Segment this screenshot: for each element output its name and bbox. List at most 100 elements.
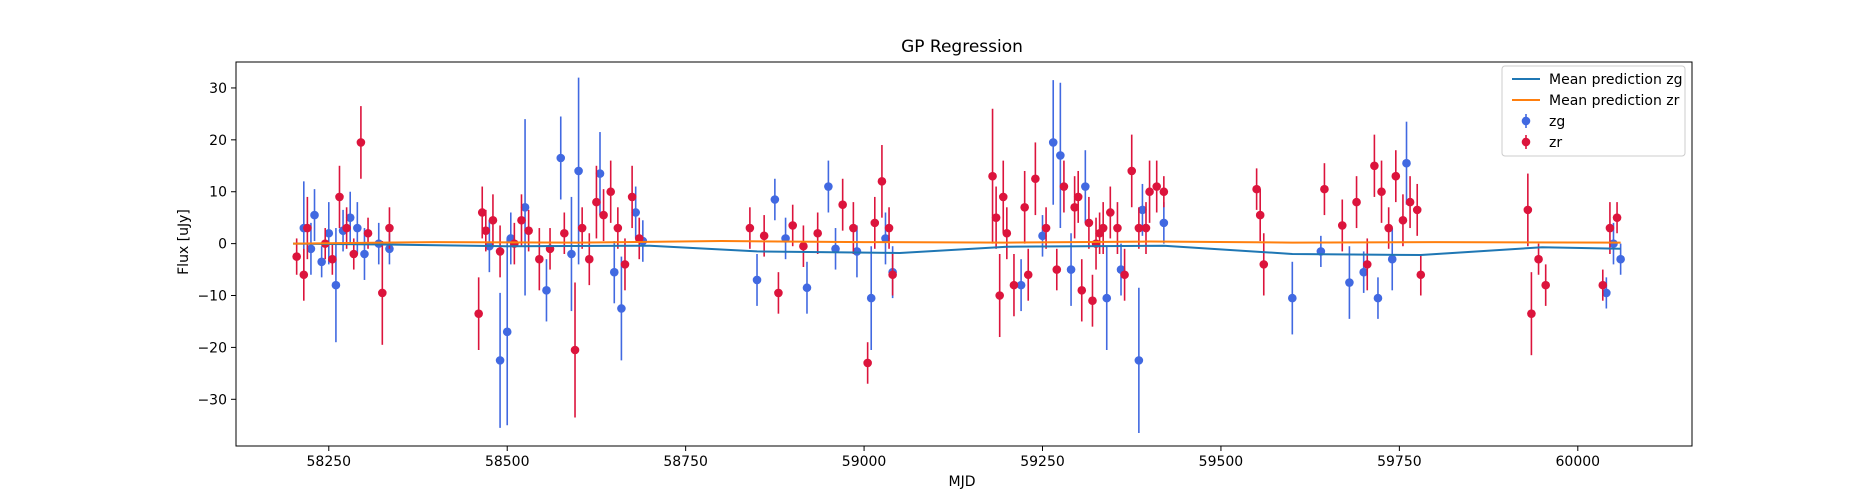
point-zr (613, 223, 623, 233)
point-zr (356, 138, 366, 147)
point-zg (1402, 158, 1411, 168)
series-zr (292, 106, 1622, 418)
point-zg (306, 244, 316, 254)
x-tick-label: 59250 (1020, 454, 1065, 470)
point-zr (535, 254, 544, 264)
point-zg (770, 195, 780, 204)
point-zg (752, 275, 762, 285)
point-zg (802, 283, 812, 293)
x-tick-label: 58750 (663, 454, 708, 470)
y-tick-label: 20 (209, 133, 227, 149)
point-zr (1052, 265, 1062, 274)
point-zg (317, 257, 326, 267)
point-zr (570, 345, 580, 355)
point-zr (1098, 223, 1108, 233)
point-zr (1077, 286, 1087, 295)
point-zg (1345, 278, 1354, 287)
point-zr (1002, 228, 1012, 238)
point-zr (813, 228, 822, 238)
point-zr (592, 197, 601, 207)
point-zr (877, 177, 887, 186)
point-zg (353, 223, 362, 233)
point-zr (599, 210, 608, 220)
point-zr (517, 215, 526, 225)
x-tick-label: 58250 (307, 454, 352, 470)
point-zg (542, 286, 551, 295)
point-zr (759, 231, 769, 241)
point-zr (1541, 280, 1550, 290)
point-zg (1066, 265, 1076, 274)
point-zr (1377, 187, 1386, 197)
point-zr (1020, 202, 1029, 212)
point-zr (1391, 171, 1401, 181)
point-zr (1159, 187, 1169, 197)
line-mean-prediction-zr (293, 240, 1621, 245)
y-tick-label: 30 (209, 81, 227, 97)
point-zg (1387, 254, 1397, 264)
x-tick-label: 59750 (1377, 454, 1422, 470)
point-zg (1056, 151, 1065, 160)
point-zr (292, 252, 301, 261)
y-tick-label: −10 (197, 289, 227, 305)
point-zr (1031, 174, 1040, 184)
point-zg (574, 166, 583, 176)
point-zr (1009, 280, 1019, 290)
point-zr (606, 187, 616, 197)
point-zr (328, 254, 337, 264)
point-zr (1527, 309, 1536, 318)
point-zr (1134, 223, 1144, 233)
point-zr (1141, 223, 1151, 233)
point-zr (335, 192, 344, 202)
point-zr (1088, 296, 1097, 306)
point-zr (1605, 223, 1615, 233)
point-zr (1598, 280, 1608, 290)
point-zr (1384, 223, 1393, 233)
point-zg (502, 327, 512, 337)
point-zr (1070, 202, 1079, 212)
point-zg (609, 267, 619, 277)
point-zg (567, 249, 576, 259)
point-zr (584, 254, 594, 264)
point-zr (1416, 270, 1426, 280)
point-zg (1081, 182, 1090, 191)
point-zr (870, 218, 880, 228)
point-zr (1113, 223, 1122, 233)
y-axis-label: Flux [uJy] (176, 209, 192, 275)
y-axis: −30 −20 −10 0 10 20 30 (197, 81, 236, 408)
plot-area (292, 77, 1625, 434)
point-zr (849, 223, 858, 233)
point-zr (303, 223, 312, 233)
point-zg (831, 244, 840, 254)
point-zg (310, 210, 319, 220)
chart-title: GP Regression (901, 37, 1023, 57)
x-tick-label: 60000 (1556, 454, 1601, 470)
point-zr (1398, 215, 1408, 225)
point-zg (824, 182, 833, 191)
point-zg (1159, 218, 1169, 228)
y-tick-label: −20 (197, 340, 227, 356)
legend-marker (1521, 137, 1531, 147)
point-zr (1337, 221, 1347, 230)
point-zr (1252, 184, 1261, 194)
point-zr (349, 249, 359, 259)
point-zr (884, 223, 894, 233)
point-zg (1016, 280, 1026, 290)
point-zr (577, 223, 587, 233)
point-zg (1602, 288, 1611, 298)
point-zr (299, 270, 309, 280)
point-zr (1362, 260, 1372, 269)
point-zg (360, 249, 369, 259)
point-zr (1120, 270, 1129, 280)
x-tick-label: 59000 (842, 454, 887, 470)
point-zr (774, 288, 783, 298)
point-zg (324, 228, 334, 238)
point-zr (620, 260, 630, 269)
point-zg (1359, 267, 1368, 277)
point-zr (627, 192, 637, 202)
point-zg (495, 356, 505, 365)
plot-frame (235, 61, 1693, 447)
point-zg (1134, 356, 1144, 365)
point-zr (988, 171, 997, 181)
point-zg (1038, 231, 1047, 241)
